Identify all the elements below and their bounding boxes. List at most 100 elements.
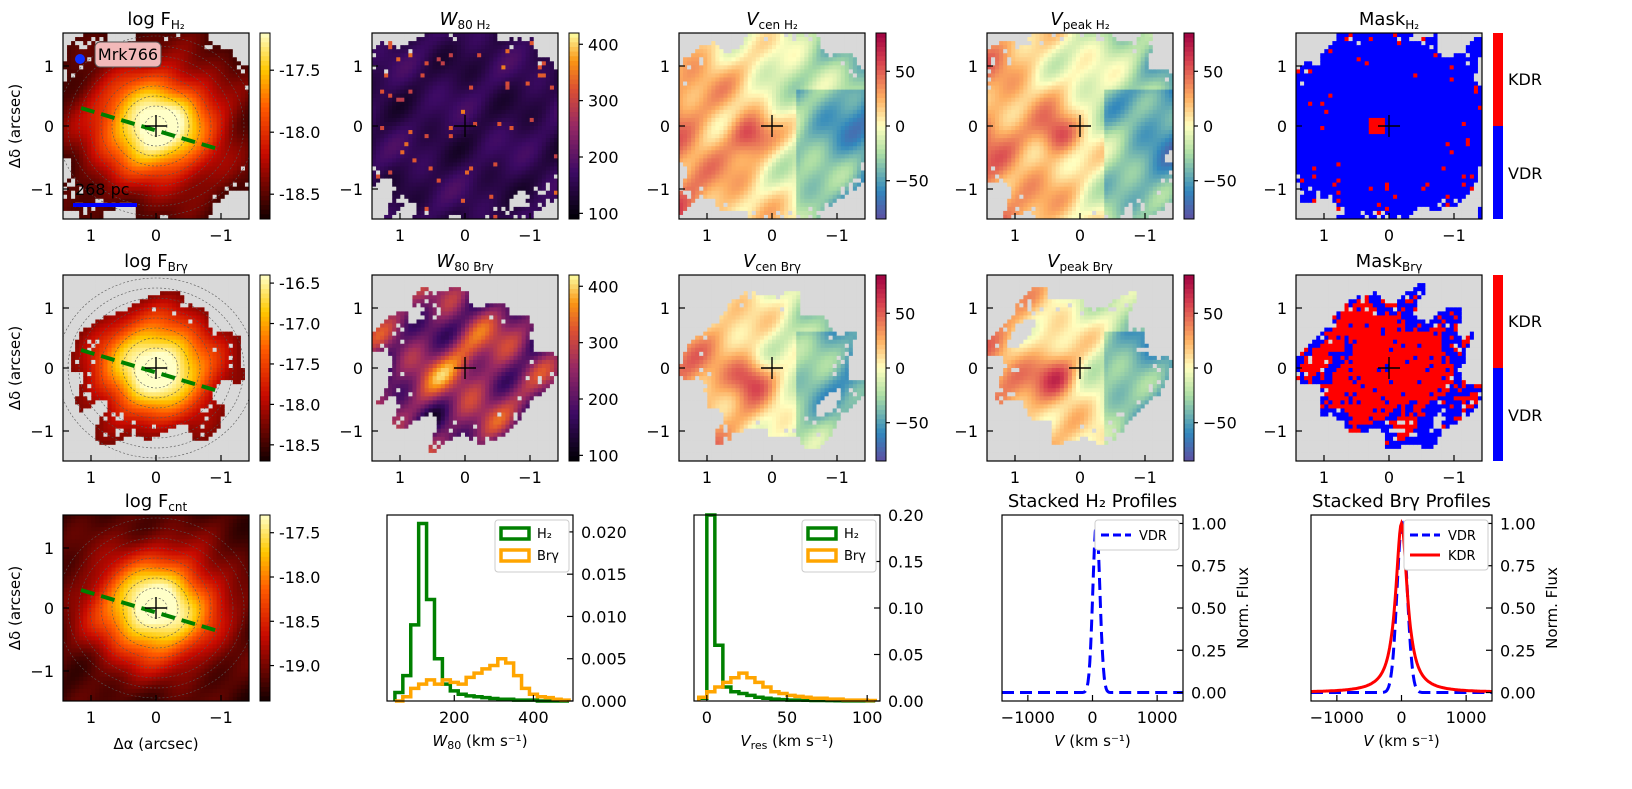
colorbar-step: [260, 649, 270, 655]
colorbar-step: [569, 456, 579, 462]
colorbar-step: [260, 409, 270, 415]
colorbar-step: [260, 153, 270, 160]
colorbar-step: [1184, 377, 1194, 383]
y-tick-label: −1: [1263, 422, 1287, 441]
colorbar-step: [1184, 405, 1194, 411]
map-pixels: [987, 275, 1173, 461]
colorbar-step: [1184, 158, 1194, 164]
colorbar-tick-label: −50: [895, 414, 929, 433]
y-tick-label: 0: [353, 117, 363, 136]
colorbar-step: [569, 326, 579, 332]
colorbar-step: [1184, 428, 1194, 434]
colorbar-step: [260, 621, 270, 628]
y-tick-label: 0.75: [1191, 557, 1227, 576]
y-tick-label: 0.010: [581, 607, 627, 626]
panel-p12: Vcen Brγ 1 0 −1 1 0 −1 50 0 −50: [646, 251, 928, 487]
colorbar-vdr: [1493, 368, 1503, 461]
colorbar-step: [569, 200, 579, 206]
colorbar-step: [260, 33, 270, 39]
colorbar-step: [260, 144, 270, 150]
colorbar-step: [260, 598, 270, 604]
colorbar-tick-label: -17.5: [279, 524, 320, 543]
colorbar-step: [260, 575, 270, 581]
colorbar-step: [260, 682, 270, 688]
colorbar-step: [569, 433, 579, 439]
colorbar-step: [260, 377, 270, 383]
colorbar-step: [876, 395, 886, 402]
colorbar-step: [569, 102, 579, 108]
contour: [67, 527, 245, 689]
colorbar-step: [876, 288, 886, 295]
colorbar-step: [876, 186, 886, 192]
colorbar-step: [1184, 354, 1194, 360]
y-tick-label: 0: [660, 359, 670, 378]
colorbar-step: [876, 84, 886, 90]
colorbar-step: [876, 447, 886, 453]
legend-label: H₂: [844, 527, 859, 542]
pa-line: [80, 106, 219, 151]
x-tick-label: 0: [460, 226, 470, 245]
y-tick-label: 0.005: [581, 650, 627, 669]
colorbar-step: [260, 451, 270, 457]
colorbar-step: [1184, 312, 1194, 318]
colorbar-step: [569, 130, 579, 136]
colorbar-step: [569, 428, 579, 434]
y-tick-label: −1: [30, 422, 54, 441]
contour: [122, 577, 190, 639]
colorbar-step: [260, 344, 270, 350]
colorbar-tick-label: -18.0: [279, 395, 320, 414]
map-pixels: [987, 33, 1173, 219]
x-tick-label: 200: [439, 708, 470, 727]
colorbar-step: [569, 372, 579, 378]
colorbar-step: [1184, 102, 1194, 108]
panel-title: MaskH₂: [1359, 9, 1419, 32]
contour: [78, 537, 234, 679]
colorbar-step: [876, 354, 886, 360]
colorbar-step: [569, 354, 579, 360]
x-tick-label: 1: [395, 226, 405, 245]
colorbar-step: [260, 88, 270, 94]
colorbar-step: [260, 428, 270, 434]
y-tick-label: 0: [1277, 117, 1287, 136]
colorbar-step: [569, 349, 579, 355]
colorbar-step: [569, 414, 579, 420]
colorbar-step: [1184, 186, 1194, 192]
colorbar-step: [1184, 391, 1194, 397]
x-tick-label: 1: [86, 468, 96, 487]
colorbar-step: [569, 386, 579, 392]
colorbar-step: [569, 377, 579, 383]
y-tick-label: 1: [44, 57, 54, 76]
colorbar-step: [876, 433, 886, 439]
colorbar-step: [569, 344, 579, 350]
colorbar-step: [260, 395, 270, 402]
x-tick-label: 0: [151, 226, 161, 245]
colorbar-tick-label: -18.0: [279, 123, 320, 142]
colorbar-step: [260, 307, 270, 313]
colorbar-label: KDR: [1508, 312, 1542, 331]
colorbar-step: [876, 74, 886, 80]
colorbar-step: [260, 687, 270, 693]
colorbar-step: [569, 298, 579, 304]
y-tick-label: 1: [353, 57, 363, 76]
colorbar-step: [1184, 46, 1194, 53]
colorbar-step: [876, 209, 886, 215]
colorbar-step: [260, 372, 270, 378]
colorbar-step: [876, 42, 886, 48]
x-axis-label: W80 (km s⁻¹): [432, 732, 527, 752]
colorbar-step: [1184, 79, 1194, 85]
colorbar-step: [260, 200, 270, 206]
colorbar-step: [260, 121, 270, 127]
hist-series-0: [393, 521, 570, 703]
colorbar-step: [569, 98, 579, 104]
axes-frame: [386, 514, 574, 702]
colorbar-step: [876, 335, 886, 341]
y-tick-label: 1: [968, 57, 978, 76]
colorbar-step: [569, 51, 579, 57]
x-axis-label: V (km s⁻¹): [1363, 732, 1440, 750]
colorbar-step: [1184, 177, 1194, 183]
y-tick-label: 0.00: [888, 692, 924, 711]
colorbar-step: [569, 116, 579, 122]
colorbar-step: [260, 139, 270, 146]
colorbar-step: [1184, 144, 1194, 150]
colorbar-step: [260, 177, 270, 183]
